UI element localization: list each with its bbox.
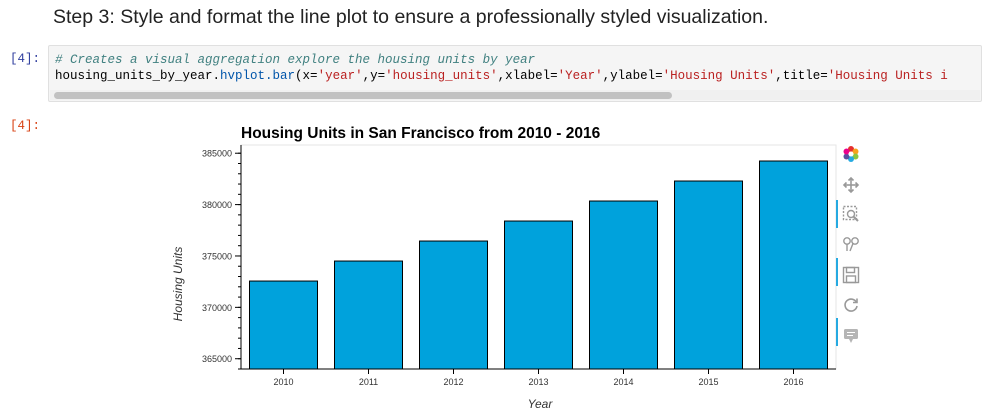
y-tick-label: 385000	[202, 149, 232, 159]
chart-title: Housing Units in San Francisco from 2010…	[241, 125, 601, 142]
x-tick-label: 2015	[698, 377, 718, 387]
code-comment: # Creates a visual aggregation explore t…	[55, 53, 536, 67]
step-heading: Step 3: Style and format the line plot t…	[53, 6, 769, 28]
bar	[249, 280, 318, 370]
y-tick-label: 375000	[202, 251, 232, 261]
code-cell[interactable]: # Creates a visual aggregation explore t…	[48, 45, 982, 102]
active-tool-indicator	[836, 200, 838, 228]
x-tick-label: 2010	[273, 377, 293, 387]
x-tick-label: 2013	[528, 377, 548, 387]
bar	[504, 220, 573, 370]
hover-icon[interactable]	[842, 327, 860, 345]
bar	[589, 200, 658, 370]
box-zoom-icon[interactable]	[842, 205, 860, 223]
code-line: housing_units_by_year.hvplot.bar(x='year…	[55, 69, 948, 83]
bar	[334, 260, 403, 370]
save-icon[interactable]	[842, 266, 860, 284]
bokeh-logo-icon[interactable]	[842, 145, 860, 163]
wheel-zoom-icon[interactable]	[842, 235, 860, 253]
pan-icon[interactable]	[842, 176, 860, 194]
scrollbar-thumb[interactable]	[54, 92, 672, 99]
y-axis-label: Housing Units	[171, 247, 185, 322]
x-axis-label: Year	[528, 397, 554, 411]
x-tick-label: 2012	[443, 377, 463, 387]
bar-chart: Housing Units in San Francisco from 2010…	[160, 118, 870, 417]
output-prompt: [4]:	[10, 119, 41, 133]
y-tick-label: 370000	[202, 303, 232, 313]
x-tick-label: 2016	[783, 377, 803, 387]
y-tick-label: 365000	[202, 354, 232, 364]
input-prompt: [4]:	[10, 52, 41, 66]
bar	[419, 240, 488, 370]
plot-toolbar	[836, 140, 866, 360]
reset-icon[interactable]	[842, 296, 860, 314]
active-tool-indicator	[836, 258, 838, 286]
chart-svg: Housing Units in San Francisco from 2010…	[171, 125, 837, 411]
x-tick-label: 2014	[613, 377, 633, 387]
horizontal-scrollbar[interactable]	[50, 90, 980, 100]
active-tool-indicator	[836, 318, 838, 346]
bar	[759, 160, 828, 370]
x-tick-label: 2011	[359, 377, 378, 387]
y-tick-label: 380000	[202, 200, 232, 210]
bar	[674, 180, 743, 370]
